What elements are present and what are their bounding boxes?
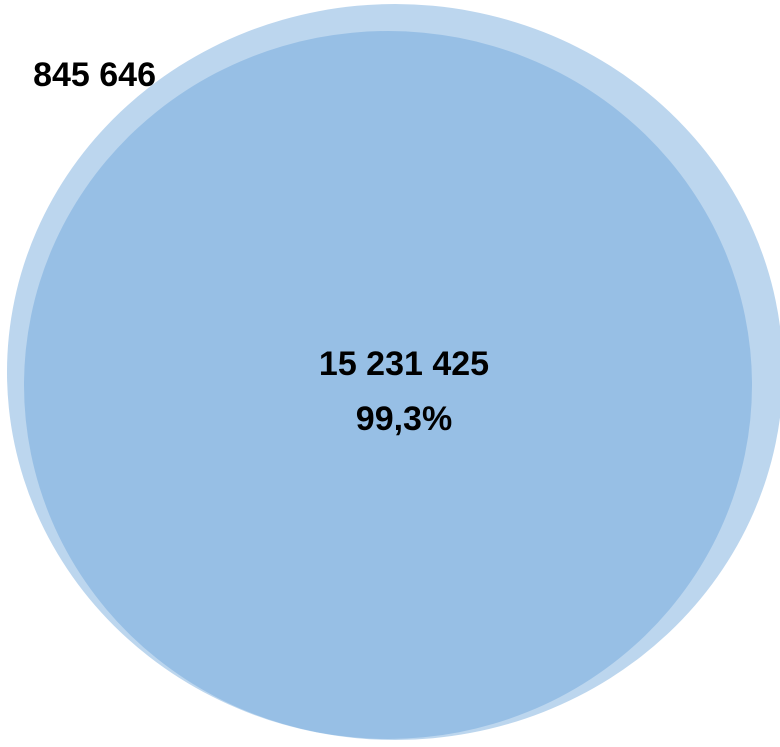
slice-value-label-large: 15 231 425	[319, 345, 489, 383]
pie-slice-large	[24, 31, 752, 739]
slice-value-label-small: 845 646	[33, 56, 156, 94]
slice-percent-label-large: 99,3%	[356, 400, 452, 438]
